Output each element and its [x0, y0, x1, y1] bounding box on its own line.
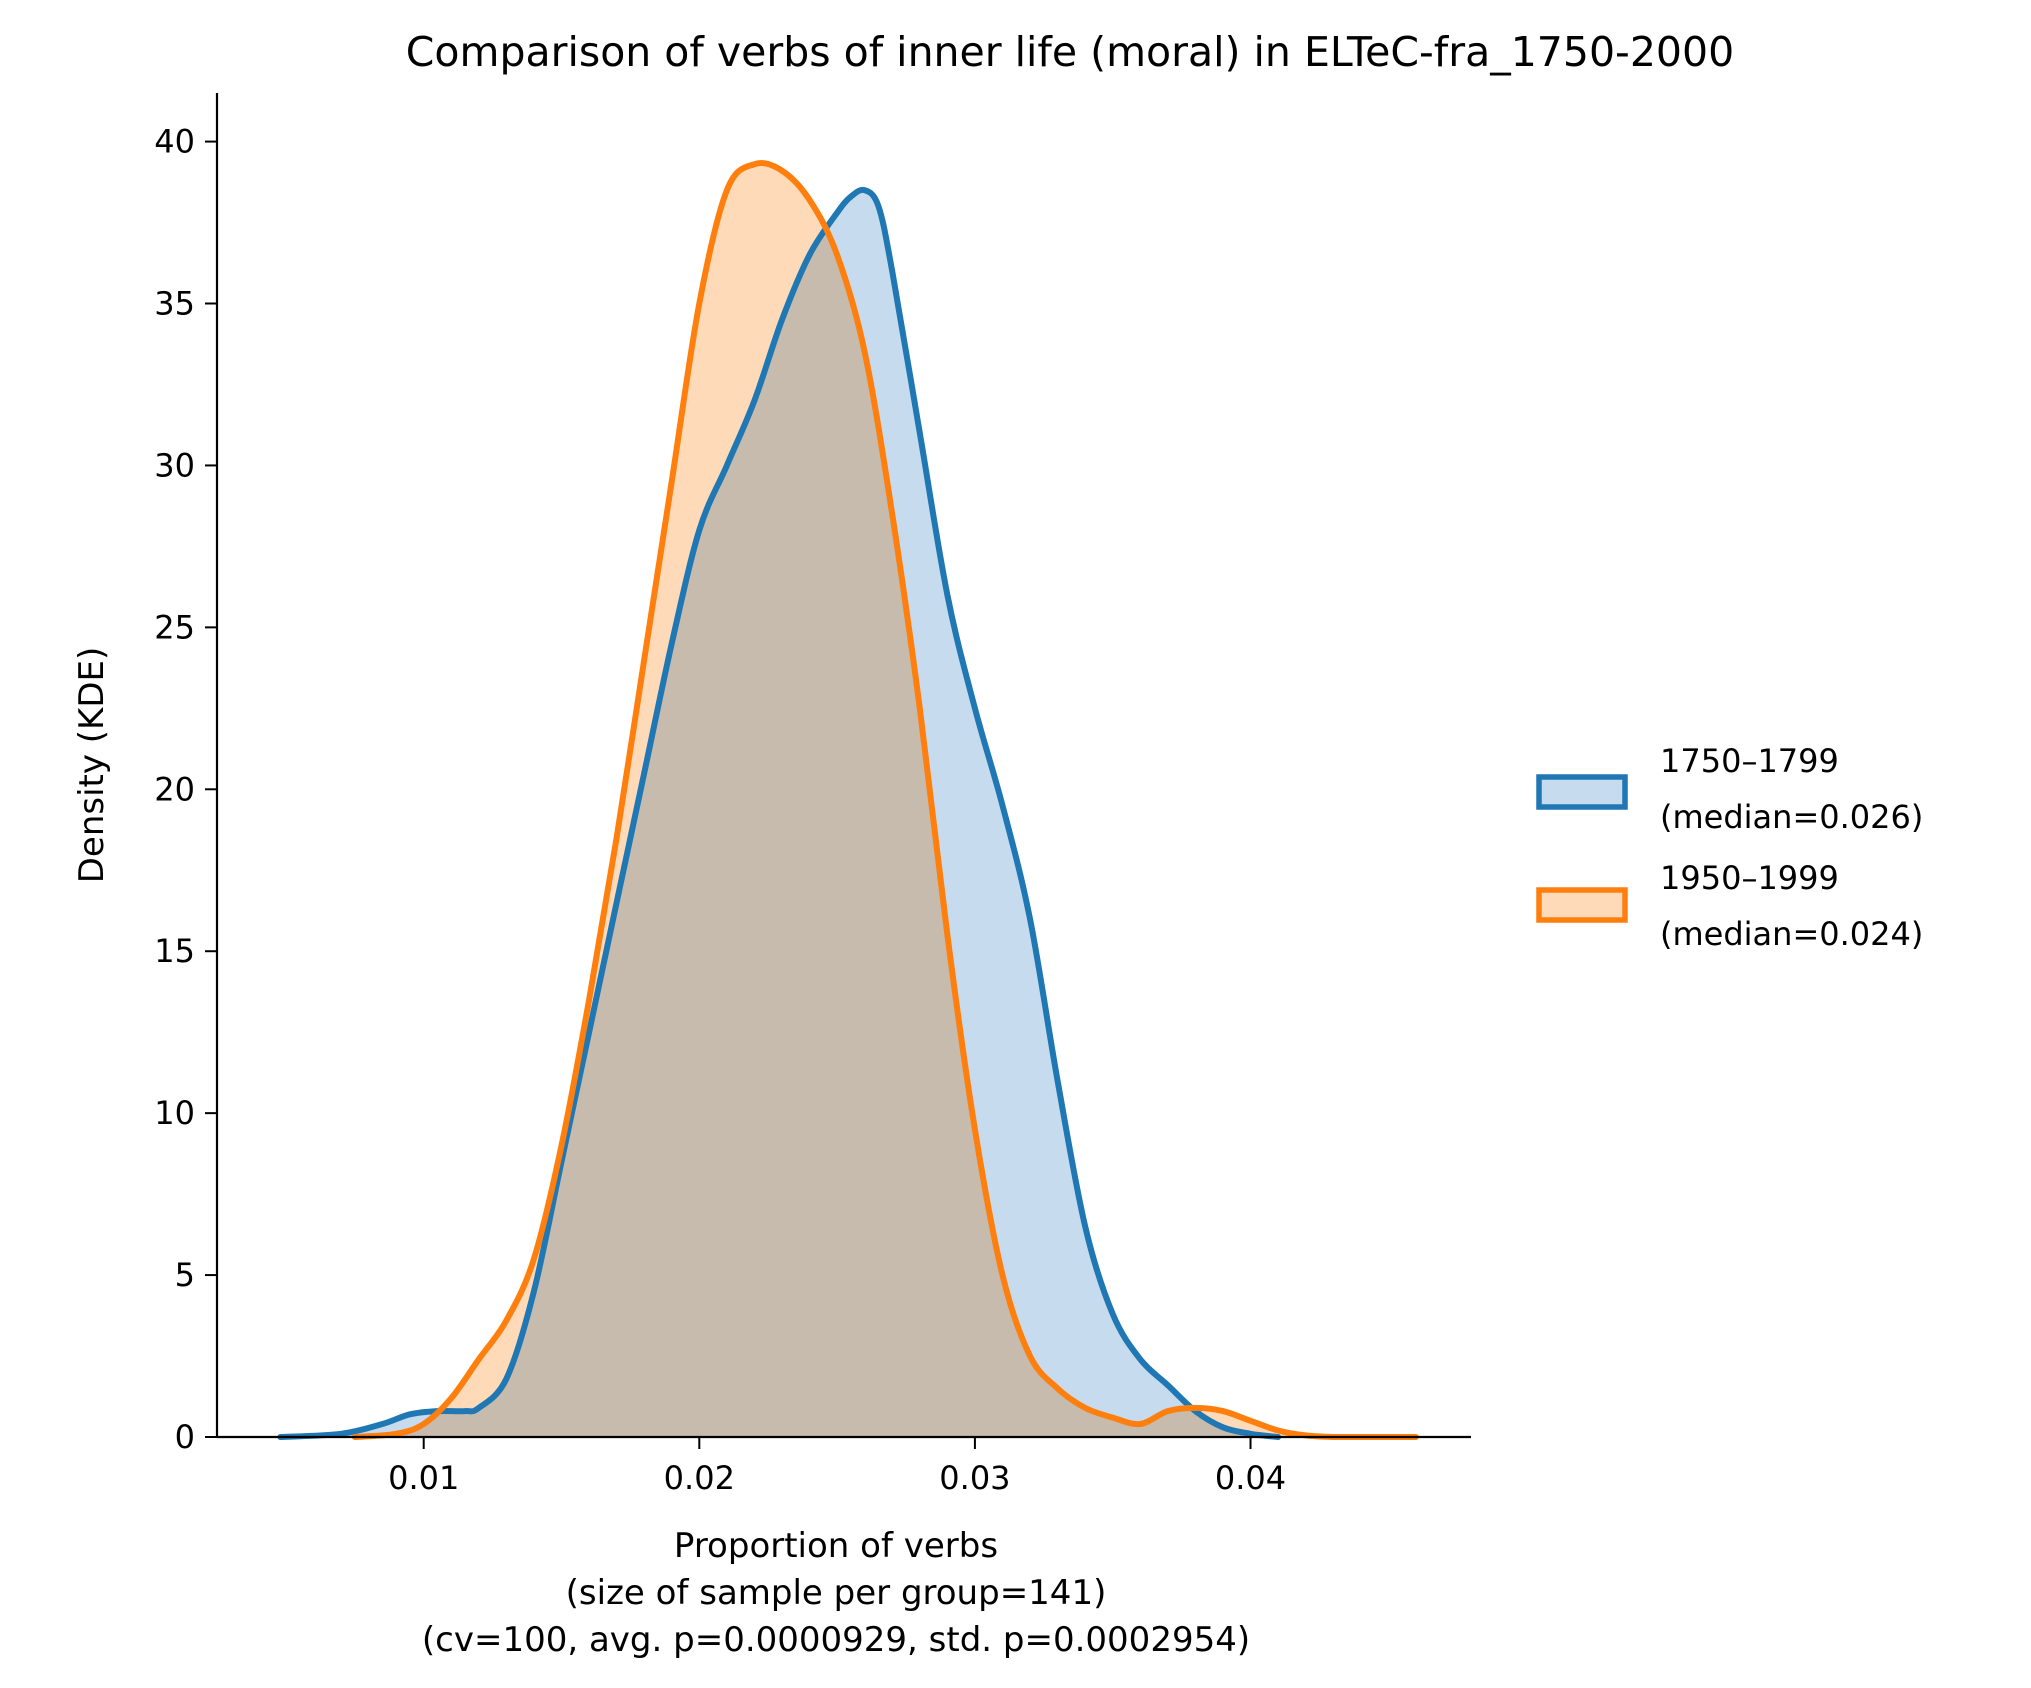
series-area-1: [354, 163, 1416, 1438]
x-tick-label: 0.02: [664, 1459, 735, 1497]
y-tick-label: 5: [175, 1256, 195, 1294]
y-tick-label: 30: [154, 446, 195, 484]
x-tick-label: 0.04: [1215, 1459, 1286, 1497]
legend-label-1750-1799-line-1: 1750–1799: [1660, 742, 1839, 780]
legend-label-1950-1999-line-1: 1950–1999: [1660, 859, 1839, 897]
y-tick-label: 40: [154, 123, 195, 161]
legend-label-1950-1999-line-2: (median=0.024): [1660, 915, 1923, 953]
legend: 1750–1799 (median=0.026) 1950–1999 (medi…: [1536, 742, 1923, 953]
y-tick-label: 35: [154, 285, 195, 323]
y-ticks: 0 5 10 15 20 25 30 35 40: [154, 123, 217, 1456]
x-axis-label-line-1: Proportion of verbs: [674, 1526, 998, 1566]
x-ticks: 0.01 0.02 0.03 0.04: [388, 1437, 1286, 1497]
y-tick-label: 10: [154, 1094, 195, 1132]
y-axis-label: Density (KDE): [72, 647, 112, 884]
legend-label-1750-1799-line-2: (median=0.026): [1660, 798, 1923, 836]
y-tick-label: 20: [154, 770, 195, 808]
y-tick-label: 15: [154, 932, 195, 970]
plot-area: [277, 160, 1419, 1440]
legend-swatch-1750-1799: [1536, 774, 1628, 810]
chart-title: Comparison of verbs of inner life (moral…: [406, 28, 1734, 76]
legend-swatch-1950-1999: [1536, 887, 1628, 923]
x-tick-label: 0.01: [388, 1459, 459, 1497]
y-tick-label: 0: [175, 1418, 195, 1456]
axes: [215, 93, 1471, 1439]
y-tick-label: 25: [154, 608, 195, 646]
series-line-1: [351, 160, 1419, 1440]
x-axis-label-line-2: (size of sample per group=141): [566, 1573, 1107, 1613]
x-tick-label: 0.03: [939, 1459, 1010, 1497]
x-axis-label-line-3: (cv=100, avg. p=0.0000929, std. p=0.0002…: [422, 1620, 1250, 1660]
